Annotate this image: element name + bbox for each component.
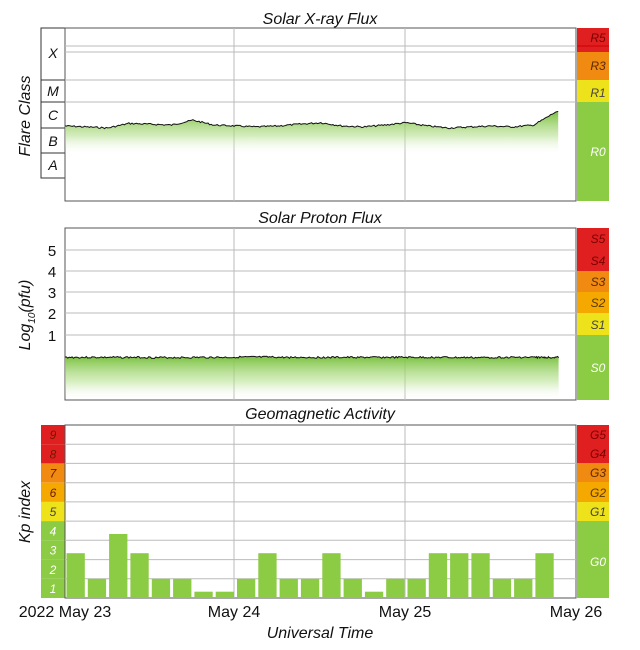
- geomag-g4: G4: [590, 447, 606, 461]
- kp-bar: [386, 578, 405, 598]
- xray-flux-fill: [65, 111, 559, 155]
- geomag-scale-column: G5 G4 G3 G2 G1 G0: [577, 425, 609, 598]
- proton-scale-column: S5 S4 S3 S2 S1 S0: [577, 228, 609, 400]
- kp-bar: [258, 553, 277, 598]
- x-tick-may23: 2022 May 23: [19, 604, 112, 621]
- kp-level-3: [41, 540, 65, 560]
- xray-class-column: X M C B A: [40, 27, 66, 179]
- proton-title: Solar Proton Flux: [258, 210, 383, 227]
- proton-s4: S4: [591, 254, 606, 268]
- xray-ylabel: Flare Class: [17, 76, 34, 157]
- kp-bar: [535, 553, 554, 598]
- geomag-g3: G3: [590, 466, 606, 480]
- proton-s3: S3: [591, 275, 606, 289]
- proton-s0: S0: [591, 361, 606, 375]
- kp-label-3: 3: [50, 544, 57, 558]
- kp-level-2: [41, 559, 65, 579]
- proton-ytick-5: 5: [48, 243, 56, 260]
- xray-title: Solar X-ray Flux: [263, 11, 379, 28]
- x-tick-may25: May 25: [379, 604, 432, 621]
- kp-bar: [151, 578, 171, 598]
- kp-level-7: [41, 463, 65, 483]
- x-axis-label: Universal Time: [267, 625, 374, 642]
- proton-plot: [64, 227, 577, 401]
- xray-scale-column: R5 R3 R1 R0: [577, 28, 609, 201]
- kp-level-6: [41, 482, 65, 502]
- xray-r3: R3: [590, 59, 606, 73]
- kp-label-5: 5: [50, 505, 57, 519]
- kp-bars: [66, 534, 554, 598]
- proton-flux-fill: [65, 356, 559, 400]
- kp-bar: [194, 591, 213, 598]
- xray-flux-line: [64, 111, 559, 130]
- kp-label-4: 4: [50, 524, 57, 538]
- xray-plot: [64, 27, 577, 202]
- kp-level-4: [41, 521, 65, 541]
- kp-label-7: 7: [50, 467, 58, 481]
- x-tick-may26: May 26: [550, 604, 603, 621]
- proton-flux-line: [64, 355, 560, 360]
- proton-ytick-2: 2: [48, 306, 56, 323]
- xray-r0: R0: [590, 145, 606, 159]
- kp-level-5: [41, 501, 65, 522]
- kp-bar: [450, 553, 469, 598]
- xray-r1: R1: [590, 86, 605, 100]
- kp-bar: [130, 553, 149, 598]
- kp-bar: [173, 578, 192, 598]
- kp-level-9: [41, 425, 65, 445]
- proton-ylabel: Log10(pfu): [17, 280, 38, 351]
- xray-class-c: C: [48, 107, 59, 123]
- kp-label-6: 6: [50, 486, 57, 500]
- kp-bar: [87, 578, 107, 598]
- geomag-ylabel: Kp index: [17, 480, 34, 543]
- kp-bar: [66, 553, 85, 598]
- kp-level-8: [41, 444, 65, 464]
- kp-bar: [492, 578, 512, 598]
- xray-r5: R5: [590, 31, 606, 45]
- proton-s2: S2: [591, 296, 606, 310]
- geomag-g0: G0: [590, 555, 606, 569]
- xray-class-b: B: [48, 133, 57, 149]
- kp-bar: [279, 578, 298, 598]
- kp-bar: [215, 591, 234, 598]
- geomag-g5: G5: [590, 428, 606, 442]
- proton-y-ticks: 5 4 3 2 1: [48, 243, 56, 345]
- kp-label-9: 9: [50, 428, 57, 442]
- xray-class-x: X: [47, 45, 58, 61]
- kp-bar: [343, 578, 362, 598]
- proton-s1: S1: [591, 318, 606, 332]
- x-tick-may24: May 24: [208, 604, 261, 621]
- kp-bar: [514, 578, 533, 598]
- kp-bar: [322, 553, 341, 598]
- geomag-g2: G2: [590, 486, 606, 500]
- proton-ytick-3: 3: [48, 285, 56, 302]
- proton-ytick-4: 4: [48, 264, 56, 281]
- kp-label-1: 1: [50, 582, 57, 596]
- kp-level-1: [41, 578, 65, 598]
- geomag-title: Geomagnetic Activity: [245, 406, 396, 423]
- geomag-plot: [64, 424, 577, 599]
- kp-bar: [109, 534, 128, 598]
- kp-bar: [364, 591, 384, 598]
- kp-bar: [471, 553, 490, 598]
- kp-label-2: 2: [49, 563, 57, 577]
- kp-label-8: 8: [50, 447, 57, 461]
- xray-class-a: A: [47, 157, 57, 173]
- kp-bar: [407, 578, 426, 598]
- kp-bar: [428, 553, 448, 598]
- proton-ytick-1: 1: [48, 328, 56, 345]
- geomag-g1: G1: [590, 505, 606, 519]
- xray-class-m: M: [47, 83, 59, 99]
- kp-scale-column: 9 8 7 6 5 4 3 2 1: [41, 425, 65, 598]
- kp-bar: [237, 578, 256, 598]
- proton-s5: S5: [591, 232, 606, 246]
- kp-bar: [300, 578, 320, 598]
